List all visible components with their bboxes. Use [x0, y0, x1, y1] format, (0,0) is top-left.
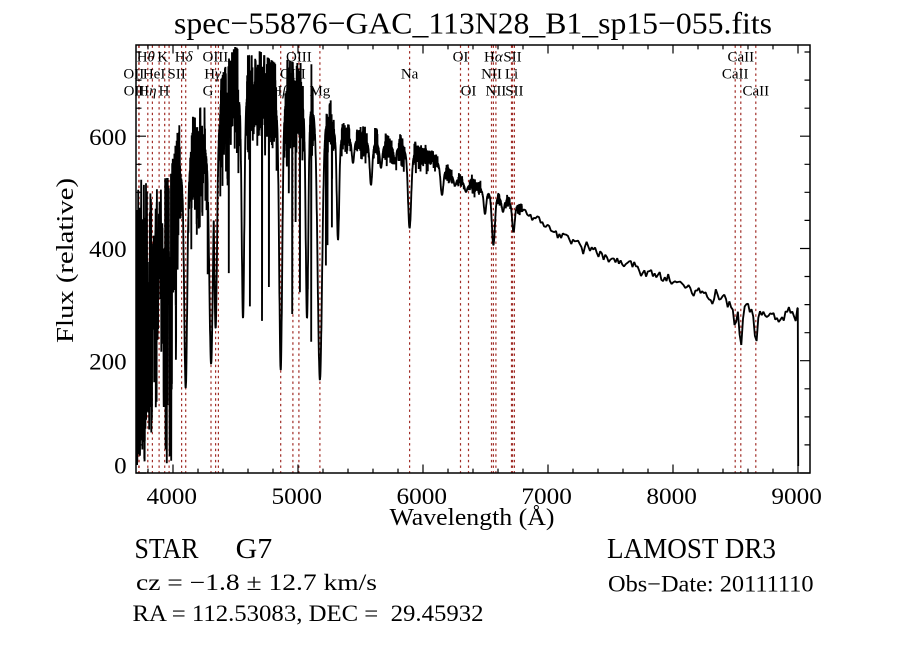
svg-text:Obs−Date: 20111110: Obs−Date: 20111110	[608, 572, 814, 597]
svg-text:Li: Li	[505, 67, 518, 83]
svg-text:OI: OI	[453, 50, 469, 66]
svg-text:0: 0	[114, 454, 127, 479]
svg-text:Hβ: Hβ	[272, 84, 291, 100]
svg-text:spec−55876−GAC_113N28_B1_sp15−: spec−55876−GAC_113N28_B1_sp15−055.fits	[174, 6, 772, 41]
svg-text:RA = 112.53083, DEC = 29.4593: RA = 112.53083, DEC = 29.45932	[133, 601, 484, 626]
svg-text:SII: SII	[505, 84, 523, 100]
svg-text:OIII: OIII	[202, 50, 228, 66]
svg-text:4000: 4000	[147, 484, 198, 509]
svg-text:Wavelength (Å): Wavelength (Å)	[390, 505, 555, 531]
svg-text:STAR: STAR	[135, 534, 199, 565]
svg-text:Hα: Hα	[484, 50, 504, 66]
svg-text:NII: NII	[485, 84, 506, 100]
svg-text:Hθ: Hθ	[137, 50, 156, 66]
svg-text:LAMOST DR3: LAMOST DR3	[607, 534, 776, 565]
svg-text:Mg: Mg	[309, 84, 330, 100]
svg-text:5000: 5000	[272, 484, 323, 509]
svg-text:8000: 8000	[646, 484, 697, 509]
svg-text:G: G	[203, 84, 214, 100]
svg-text:400: 400	[89, 237, 127, 262]
svg-text:K: K	[157, 50, 168, 66]
svg-text:HeI: HeI	[143, 67, 166, 83]
svg-text:OI: OI	[461, 84, 477, 100]
svg-text:200: 200	[89, 349, 127, 374]
svg-text:OII: OII	[124, 84, 145, 100]
svg-text:6000: 6000	[397, 484, 448, 509]
svg-text:cz = −1.8 ± 12.7 km/s: cz = −1.8 ± 12.7 km/s	[136, 570, 377, 595]
svg-text:OII: OII	[123, 67, 144, 83]
svg-text:Hη: Hη	[138, 84, 156, 100]
svg-text:H: H	[159, 84, 170, 100]
svg-text:OIII: OIII	[280, 67, 306, 83]
svg-text:SII: SII	[503, 50, 521, 66]
svg-text:Na: Na	[401, 67, 419, 83]
svg-text:Hγ: Hγ	[204, 67, 222, 83]
svg-text:Hδ: Hδ	[175, 50, 194, 66]
svg-text:SII: SII	[167, 67, 185, 83]
svg-text:CaII: CaII	[742, 84, 769, 100]
svg-text:CaII: CaII	[722, 67, 749, 83]
svg-text:G7: G7	[236, 534, 273, 565]
svg-text:600: 600	[89, 125, 127, 150]
svg-text:9000: 9000	[771, 484, 822, 509]
svg-text:7000: 7000	[521, 484, 572, 509]
svg-text:Flux (relative): Flux (relative)	[53, 178, 79, 343]
svg-text:OIII: OIII	[286, 50, 312, 66]
svg-text:NII: NII	[481, 67, 502, 83]
svg-text:CaII: CaII	[727, 50, 754, 66]
